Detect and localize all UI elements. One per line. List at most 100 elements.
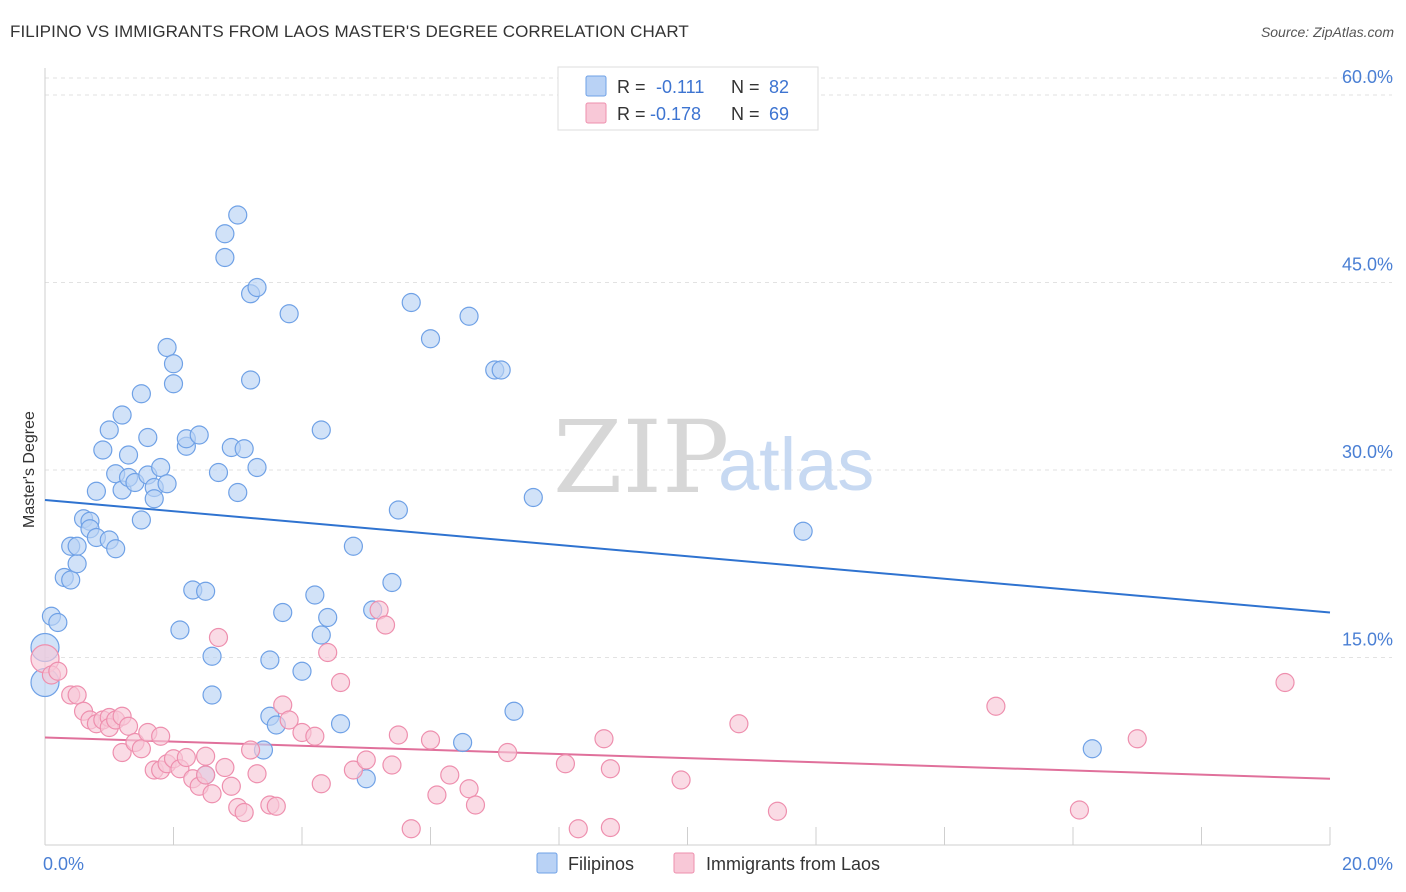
filipino-point: [228, 205, 248, 225]
filipino-point: [170, 620, 190, 640]
laos-point: [215, 757, 235, 778]
laos-point: [266, 796, 286, 816]
legend-swatch-filipinos: [585, 75, 607, 97]
filipino-point: [382, 572, 402, 593]
filipino-point: [260, 650, 280, 670]
laos-point: [356, 750, 376, 770]
laos-point: [459, 779, 479, 799]
y-tick-label: 45.0%: [1342, 255, 1393, 275]
laos-point: [67, 685, 87, 705]
filipino-point: [163, 354, 184, 374]
laos-point: [440, 765, 460, 785]
bottom-legend-swatch-filipinos: [536, 852, 558, 874]
filipino-point: [144, 489, 164, 509]
y-tick-label: 30.0%: [1342, 442, 1393, 462]
points-layer: [30, 205, 1295, 839]
filipino-point: [273, 602, 293, 623]
filipino-point: [234, 439, 254, 459]
bottom-legend-swatch-laos: [673, 852, 695, 874]
legend-n-label-laos: N =: [731, 104, 760, 124]
filipino-point: [86, 481, 107, 501]
laos-point: [48, 661, 68, 681]
filipino-point: [241, 370, 261, 390]
laos-point: [118, 716, 139, 736]
filipino-point: [247, 457, 267, 478]
grid-layer: [45, 77, 1392, 658]
correlation-legend: R = -0.111 N = 82 R = -0.178 N = 69: [557, 66, 819, 131]
filipino-point: [459, 306, 479, 326]
bottom-legend-label-filipinos: Filipinos: [568, 854, 634, 874]
filipino-point: [138, 427, 158, 448]
laos-point: [986, 696, 1006, 716]
legend-r-value-laos: -0.178: [650, 104, 701, 124]
y-axis-title: Master's Degree: [21, 411, 38, 528]
series-legend: Filipinos Immigrants from Laos: [536, 852, 880, 874]
filipino-point: [343, 536, 363, 556]
laos-point: [330, 672, 351, 693]
filipino-point: [202, 646, 222, 666]
laos-point: [112, 742, 132, 763]
chart-title: FILIPINO VS IMMIGRANTS FROM LAOS MASTER'…: [10, 22, 689, 41]
legend-r-label-filipinos: R =: [617, 77, 646, 97]
legend-n-value-filipinos: 82: [769, 77, 789, 97]
legend-r-label-laos: R =: [617, 104, 646, 124]
y-tick-label: 15.0%: [1342, 630, 1393, 650]
filipino-point: [311, 625, 331, 645]
filipino-point: [106, 539, 126, 559]
laos-point: [767, 801, 788, 821]
filipino-point: [330, 714, 351, 734]
laos-point: [465, 795, 486, 815]
filipino-point: [93, 440, 113, 460]
filipino-point: [388, 500, 408, 520]
filipino-point: [420, 329, 441, 349]
laos-point: [594, 729, 614, 749]
laos-point: [241, 740, 261, 760]
filipino-point: [112, 405, 132, 425]
laos-point: [343, 760, 363, 780]
x-tick-label-max: 20.0%: [1342, 854, 1393, 874]
filipino-point: [247, 277, 267, 298]
legend-n-label-filipinos: N =: [731, 77, 760, 97]
laos-point: [234, 802, 254, 823]
laos-point: [1275, 672, 1295, 693]
filipino-point: [504, 701, 524, 721]
filipino-point: [1082, 739, 1102, 759]
trend-line-filipinos: [44, 499, 1331, 614]
filipino-point: [157, 474, 177, 494]
filipino-point: [151, 457, 171, 478]
filipino-point: [131, 384, 151, 404]
filipino-point: [131, 510, 151, 530]
laos-point: [568, 819, 588, 839]
filipino-point: [793, 521, 813, 541]
laos-point: [247, 764, 267, 784]
filipino-point: [215, 224, 235, 244]
laos-point: [600, 759, 621, 779]
laos-point: [311, 774, 331, 794]
watermark: ZIP atlas: [553, 399, 874, 516]
filipino-point: [401, 292, 421, 313]
laos-point: [1127, 729, 1147, 749]
x-tick-label-min: 0.0%: [43, 854, 84, 874]
laos-point: [305, 726, 325, 746]
filipino-point: [67, 554, 87, 574]
laos-point: [1069, 800, 1090, 820]
laos-point: [221, 776, 241, 796]
filipino-point: [208, 462, 229, 483]
laos-point: [555, 754, 576, 774]
watermark-atlas-text: atlas: [718, 423, 874, 506]
y-tick-label: 60.0%: [1342, 67, 1393, 87]
filipino-point: [228, 482, 248, 503]
laos-point: [196, 765, 216, 785]
watermark-zip-text: ZIP: [553, 399, 729, 516]
laos-point: [729, 714, 749, 734]
filipino-point: [61, 570, 81, 590]
filipino-point: [292, 661, 312, 681]
laos-point: [176, 747, 196, 768]
filipino-point: [163, 374, 184, 394]
filipino-point: [196, 581, 216, 601]
laos-point: [600, 817, 621, 838]
filipino-point: [305, 585, 325, 605]
source-label: Source: ZipAtlas.com: [1260, 24, 1394, 40]
filipino-point: [318, 607, 338, 628]
